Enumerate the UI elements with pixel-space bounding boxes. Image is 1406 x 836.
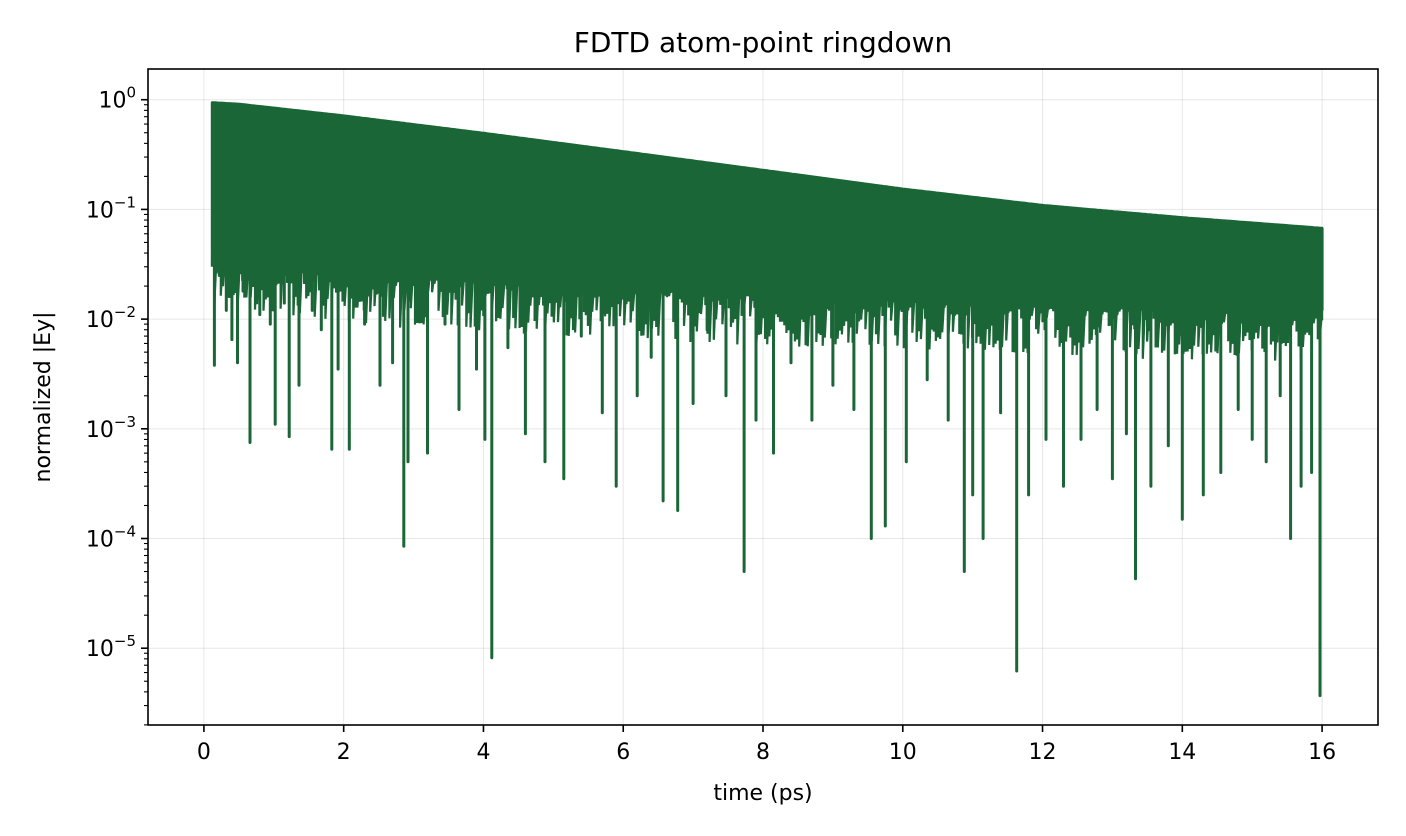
- x-axis-label: time (ps): [713, 781, 812, 806]
- y-tick-label: 10−5: [86, 632, 136, 662]
- x-tick-label: 16: [1308, 740, 1336, 765]
- y-axis-ticks: 100 10−1 10−2 10−3 10−4 10−5: [86, 84, 148, 726]
- y-tick-label: 10−3: [86, 413, 136, 443]
- x-tick-label: 10: [889, 740, 917, 765]
- x-tick-label: 14: [1168, 740, 1196, 765]
- x-tick-label: 6: [616, 740, 630, 765]
- x-tick-label: 12: [1029, 740, 1057, 765]
- y-tick-label: 10−1: [86, 193, 136, 223]
- y-tick-label: 100: [98, 84, 136, 114]
- x-tick-label: 4: [476, 740, 490, 765]
- x-tick-label: 8: [756, 740, 770, 765]
- y-axis-label: normalized |Ey|: [31, 312, 56, 483]
- x-tick-label: 0: [197, 740, 211, 765]
- x-axis-ticks: 0 2 4 6 8 10 12 14 16: [197, 725, 1336, 765]
- chart-title: FDTD atom-point ringdown: [574, 26, 953, 59]
- y-tick-label: 10−2: [86, 303, 136, 333]
- series-layer: [210, 101, 1324, 698]
- x-tick-label: 2: [337, 740, 351, 765]
- series-ringdown-edge: [211, 252, 1324, 361]
- y-tick-label: 10−4: [86, 523, 136, 553]
